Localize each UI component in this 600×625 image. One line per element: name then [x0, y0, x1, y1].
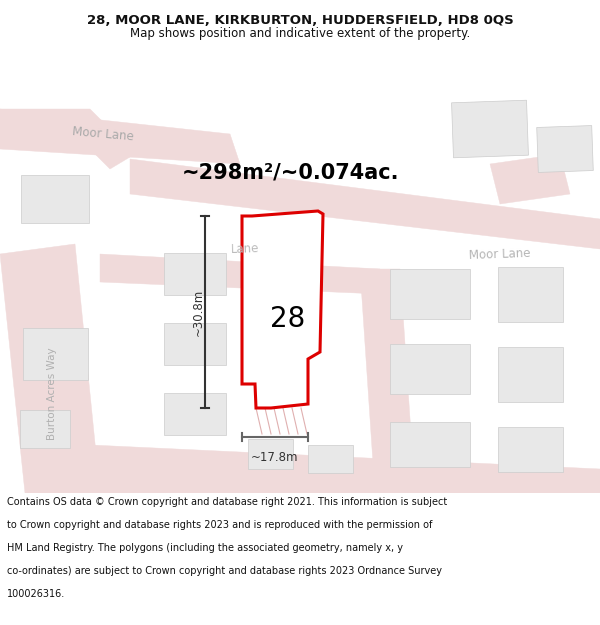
Polygon shape [490, 154, 570, 204]
Text: 28: 28 [271, 305, 305, 333]
Bar [164, 323, 226, 365]
Bar [20, 410, 70, 448]
Bar [308, 445, 353, 473]
Bar [390, 421, 470, 466]
Text: HM Land Registry. The polygons (including the associated geometry, namely x, y: HM Land Registry. The polygons (includin… [7, 543, 403, 553]
Text: Burton Acres Way: Burton Acres Way [47, 348, 57, 440]
Bar [390, 269, 470, 319]
Text: to Crown copyright and database rights 2023 and is reproduced with the permissio: to Crown copyright and database rights 2… [7, 520, 433, 530]
Polygon shape [360, 269, 415, 493]
Bar [164, 393, 226, 435]
Text: 28, MOOR LANE, KIRKBURTON, HUDDERSFIELD, HD8 0QS: 28, MOOR LANE, KIRKBURTON, HUDDERSFIELD,… [86, 14, 514, 26]
Polygon shape [100, 254, 380, 294]
Text: 100026316.: 100026316. [7, 589, 65, 599]
Text: Lane: Lane [230, 242, 259, 256]
Bar [248, 439, 293, 469]
Polygon shape [242, 211, 323, 408]
Text: ~17.8m: ~17.8m [251, 451, 299, 464]
Polygon shape [0, 109, 135, 169]
Bar [23, 328, 88, 380]
Polygon shape [70, 444, 600, 493]
Bar [390, 344, 470, 394]
Text: Moor Lane: Moor Lane [469, 246, 531, 262]
Polygon shape [130, 159, 600, 249]
Polygon shape [0, 109, 240, 164]
Text: ~298m²/~0.074ac.: ~298m²/~0.074ac. [181, 162, 399, 182]
Bar [452, 100, 529, 158]
Bar [497, 266, 563, 321]
Text: co-ordinates) are subject to Crown copyright and database rights 2023 Ordnance S: co-ordinates) are subject to Crown copyr… [7, 566, 442, 576]
Text: Contains OS data © Crown copyright and database right 2021. This information is : Contains OS data © Crown copyright and d… [7, 497, 448, 507]
Text: ~30.8m: ~30.8m [191, 288, 205, 336]
Bar [497, 426, 563, 471]
Bar [537, 126, 593, 173]
Text: Moor Lane: Moor Lane [72, 125, 134, 143]
Bar [21, 175, 89, 223]
Text: Map shows position and indicative extent of the property.: Map shows position and indicative extent… [130, 28, 470, 41]
Polygon shape [0, 244, 100, 493]
Bar [164, 253, 226, 295]
Bar [497, 346, 563, 401]
